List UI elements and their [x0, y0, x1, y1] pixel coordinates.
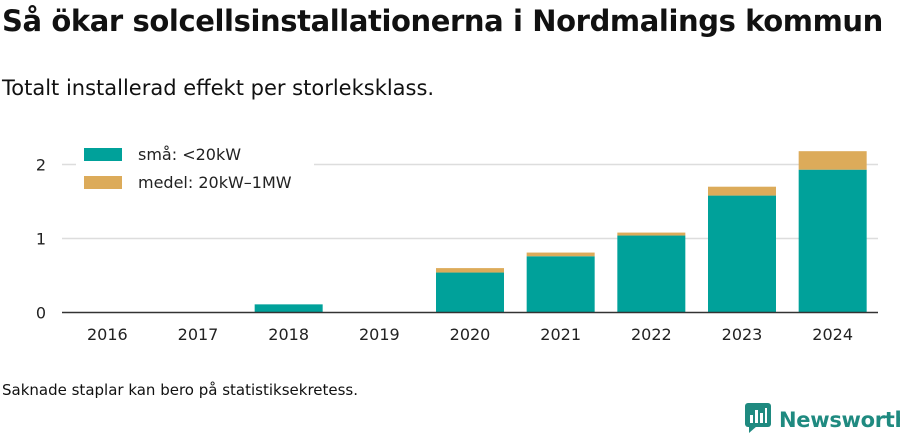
- y-tick-label: 2: [36, 156, 46, 175]
- x-tick-label: 2018: [268, 325, 309, 344]
- bars: [254, 151, 867, 313]
- bar-2021-series-2: [526, 252, 595, 257]
- bar-2023-series-1: [708, 195, 776, 313]
- bar-2020-series-2: [436, 268, 504, 273]
- bar-2024-series-1: [798, 169, 867, 313]
- bar-2021-series-1: [526, 256, 595, 313]
- x-tick-label: 2019: [359, 325, 400, 344]
- bar-2020-series-1: [436, 272, 504, 313]
- legend-swatch-2: [84, 176, 122, 189]
- brand-name: Newsworthy: [779, 408, 900, 432]
- y-tick-label: 0: [36, 304, 46, 323]
- bar-2022-series-1: [617, 235, 686, 313]
- x-tick-label: 2023: [722, 325, 763, 344]
- footnote: Saknade staplar kan bero på statistiksek…: [2, 381, 359, 399]
- y-tick-label: 1: [36, 230, 46, 249]
- legend-label-1: små: <20kW: [138, 145, 241, 164]
- legend-swatch-1: [84, 148, 122, 161]
- chart-subtitle: Totalt installerad effekt per storlekskl…: [2, 76, 435, 100]
- bar-2022-series-2: [617, 232, 686, 236]
- x-tick-label: 2021: [540, 325, 581, 344]
- legend: små: <20kW medel: 20kW–1MW: [76, 145, 314, 203]
- x-tick-label: 2022: [631, 325, 672, 344]
- bar-chart-speech-bubble-icon: [745, 403, 771, 437]
- bar-2024-series-2: [798, 151, 867, 170]
- x-tick-label: 2020: [450, 325, 491, 344]
- bar-2018-series-1: [254, 304, 323, 313]
- brand-logo[interactable]: Newsworthy: [745, 403, 900, 437]
- legend-label-2: medel: 20kW–1MW: [138, 173, 292, 192]
- axes: 0 1 2 2016 2017 2018 2019 2020 2021 2022 2023 2024: [36, 156, 878, 344]
- x-tick-label: 2024: [812, 325, 853, 344]
- chart-title: Så ökar solcellsinstallationerna i Nordm…: [2, 4, 883, 38]
- x-tick-label: 2017: [178, 325, 219, 344]
- x-tick-label: 2016: [87, 325, 128, 344]
- bar-2023-series-2: [708, 186, 776, 196]
